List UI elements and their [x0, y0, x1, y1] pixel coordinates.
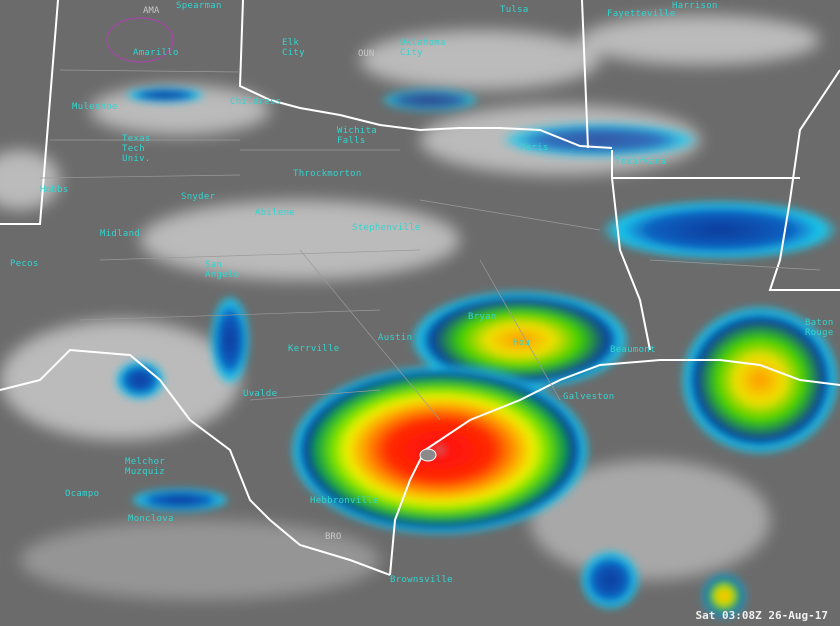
city-spearman: Spearman	[176, 1, 222, 11]
city-abilene: Abilene	[255, 208, 296, 218]
city-amarillo: Amarillo	[133, 48, 179, 58]
city-baton-rouge: Baton Rouge	[805, 318, 834, 338]
city-san-angelo: San Angelo	[205, 260, 240, 280]
city-midland: Midland	[100, 229, 141, 239]
timestamp-label: Sat 03:08Z 26-Aug-17	[695, 609, 828, 622]
county-lines	[39, 69, 821, 421]
city-ocampo: Ocampo	[65, 489, 100, 499]
city-childress: Childress	[230, 97, 282, 107]
city-texarkana: Texarkana	[615, 157, 667, 167]
station-oun: OUN	[358, 49, 375, 59]
city-fayetteville: Fayetteville	[607, 9, 676, 19]
city-brownsville: Brownsville	[390, 575, 453, 585]
city-harrison: Harrison	[672, 1, 718, 11]
city-kerrville: Kerrville	[288, 344, 340, 354]
city-bryan: Bryan	[468, 312, 497, 322]
station-ama: AMA	[143, 6, 160, 16]
hurricane-eye	[419, 448, 437, 462]
hurricane-harvey	[290, 365, 590, 535]
city-galveston: Galveston	[563, 392, 615, 402]
city-hebbronville: Hebbronville	[310, 496, 379, 506]
city-wichita-falls: Wichita Falls	[337, 126, 378, 146]
city-stephenville: Stephenville	[352, 223, 421, 233]
city-muleshoe: Muleshoe	[72, 102, 118, 112]
city-texas-tech: Texas Tech Univ.	[122, 134, 151, 164]
city-elk-city: Elk City	[282, 38, 305, 58]
radar-range-ring	[106, 17, 174, 63]
city-houston: Hou	[513, 338, 531, 348]
city-hobbs: Hobbs	[40, 185, 69, 195]
cold-cloud-bands	[115, 87, 840, 618]
city-beaumont: Beaumont	[610, 345, 656, 355]
city-throckmorton: Throckmorton	[293, 169, 362, 179]
city-monclova: Monclova	[128, 514, 174, 524]
city-tulsa: Tulsa	[500, 5, 529, 15]
station-bro: BRO	[325, 532, 342, 542]
state-borders	[0, 0, 840, 576]
city-uvalde: Uvalde	[243, 389, 278, 399]
city-oklahoma-city: Oklahoma City	[400, 38, 446, 58]
city-paris: Paris	[520, 143, 549, 153]
city-austin: Austin	[378, 333, 413, 343]
city-melchor-muzquiz: Melchor Muzquiz	[125, 457, 166, 477]
city-snyder: Snyder	[181, 192, 216, 202]
city-pecos: Pecos	[10, 259, 39, 269]
